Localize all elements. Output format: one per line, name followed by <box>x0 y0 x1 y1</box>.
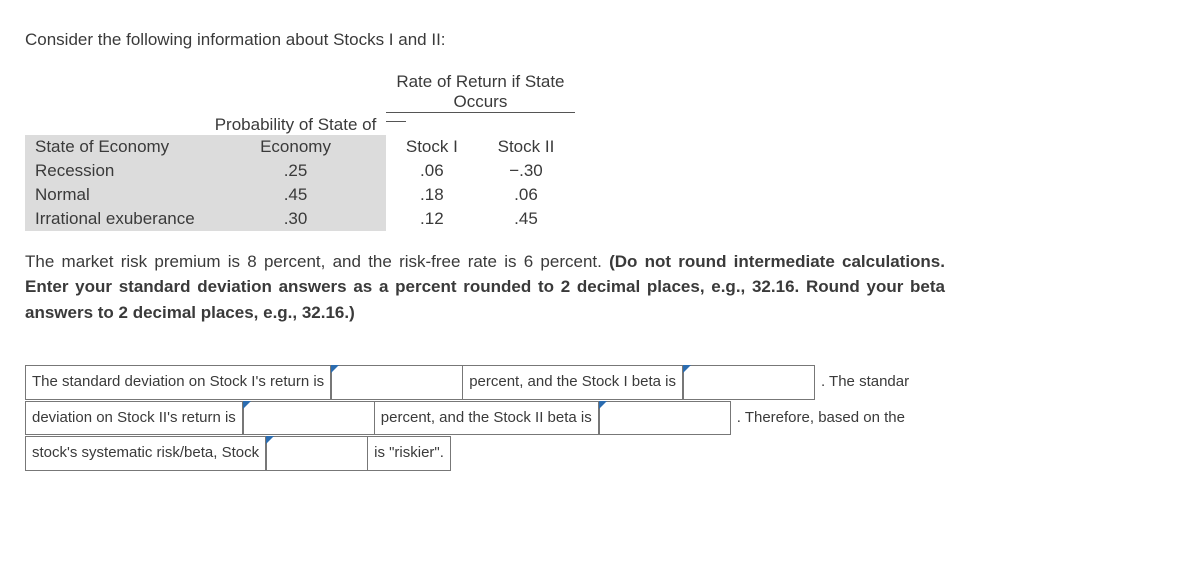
table-cell: .25 <box>205 159 387 183</box>
instructions-text: The market risk premium is 8 percent, an… <box>25 249 945 326</box>
answer-text: stock's systematic risk/beta, Stock <box>25 436 266 471</box>
answer-text: is "riskier". <box>368 436 451 471</box>
sd-stock2-input[interactable] <box>243 401 375 436</box>
answer-text: The standard deviation on Stock I's retu… <box>25 365 331 400</box>
rate-header-line2: Occurs <box>396 92 564 112</box>
col-state: State of Economy <box>25 135 205 159</box>
col-stock1: Stock I <box>386 135 477 159</box>
answer-text: . Therefore, based on the <box>731 401 911 436</box>
answer-text: deviation on Stock II's return is <box>25 401 243 436</box>
table-cell: Recession <box>25 159 205 183</box>
sd-stock1-input[interactable] <box>331 365 463 400</box>
mrp-plain: The market risk premium is 8 percent, an… <box>25 252 609 271</box>
table-cell: −.30 <box>477 159 574 183</box>
table-cell: .45 <box>477 207 574 231</box>
beta-stock2-input[interactable] <box>599 401 731 436</box>
table-cell: .06 <box>477 183 574 207</box>
table-cell: .06 <box>386 159 477 183</box>
answer-area: The standard deviation on Stock I's retu… <box>25 365 1175 471</box>
table-cell: Normal <box>25 183 205 207</box>
riskier-stock-input[interactable] <box>266 436 368 471</box>
table-cell: .18 <box>386 183 477 207</box>
answer-text: percent, and the Stock I beta is <box>463 365 683 400</box>
rate-header-line1: Rate of Return if State <box>396 72 564 92</box>
beta-stock1-input[interactable] <box>683 365 815 400</box>
table-cell: .45 <box>205 183 387 207</box>
table-cell: .30 <box>205 207 387 231</box>
table-cell: .12 <box>386 207 477 231</box>
prob-header-line1: Probability of State of <box>215 115 377 134</box>
answer-text: . The standar <box>815 365 915 400</box>
stock-data-table: Rate of Return if State Occurs Probabili… <box>25 70 575 231</box>
col-stock2: Stock II <box>477 135 574 159</box>
intro-text: Consider the following information about… <box>25 30 1175 50</box>
answer-text: percent, and the Stock II beta is <box>375 401 599 436</box>
table-cell: Irrational exuberance <box>25 207 205 231</box>
col-prob-line2: Economy <box>205 135 387 159</box>
